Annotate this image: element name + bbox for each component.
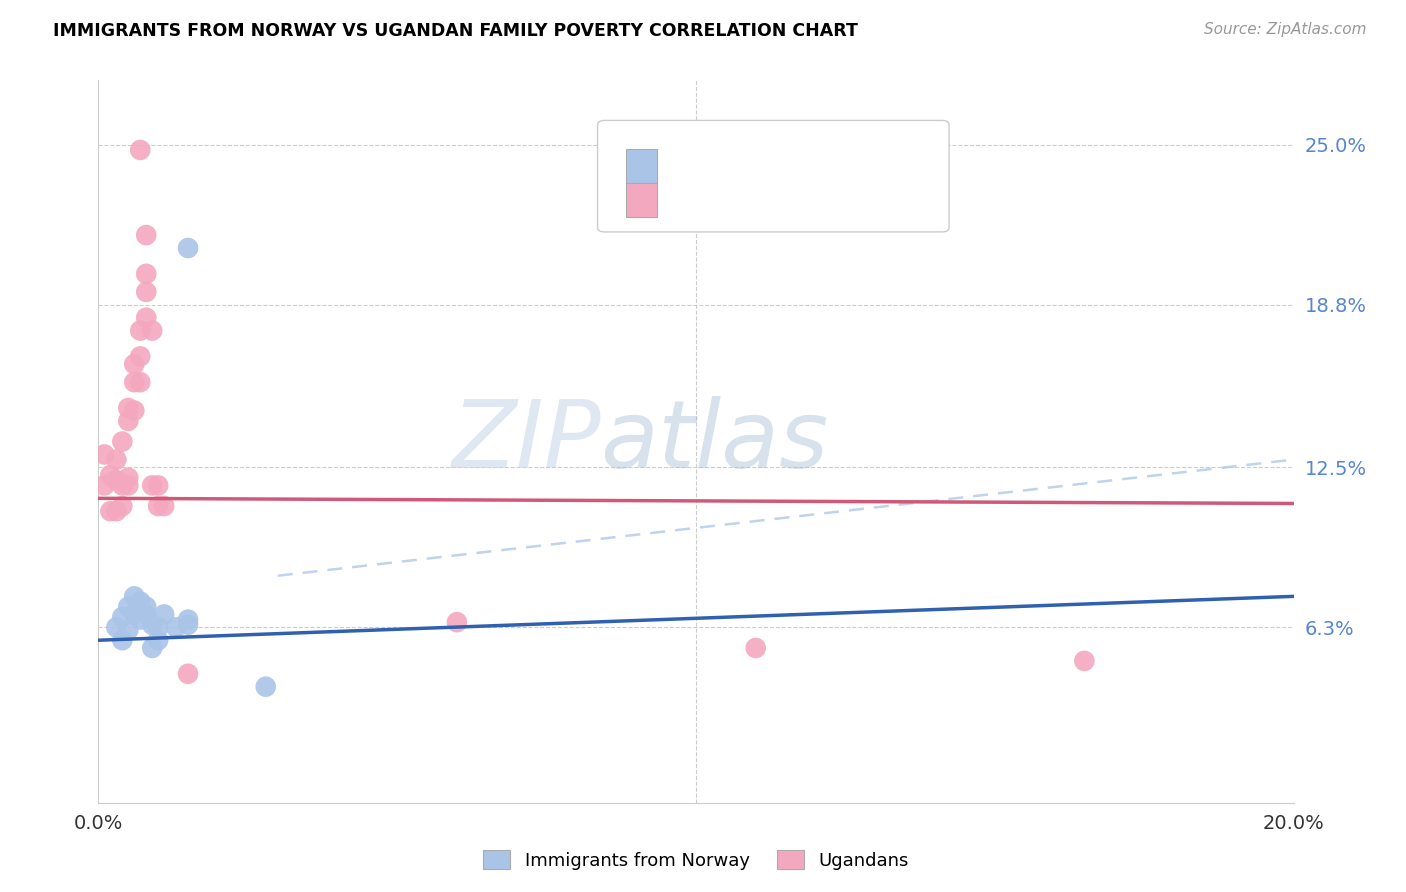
Point [177, 241, 200, 255]
Text: Source: ZipAtlas.com: Source: ZipAtlas.com [1204, 22, 1367, 37]
Text: 34: 34 [839, 191, 865, 209]
Point [135, 228, 157, 243]
Legend: Immigrants from Norway, Ugandans: Immigrants from Norway, Ugandans [477, 843, 915, 877]
Text: 0.129: 0.129 [718, 157, 782, 175]
Point [129, 613, 152, 627]
Point [111, 633, 134, 648]
Text: atlas: atlas [600, 396, 828, 487]
Point [93, 447, 115, 461]
Point [111, 478, 134, 492]
Point [135, 310, 157, 325]
Point [111, 610, 134, 624]
Point [124, 375, 146, 389]
Point [124, 590, 146, 604]
Point [141, 478, 163, 492]
Point [148, 499, 170, 513]
Point [148, 620, 170, 634]
Point [117, 478, 139, 492]
Point [135, 285, 157, 299]
Point [135, 599, 157, 614]
Point [141, 324, 163, 338]
Point [105, 504, 128, 518]
Point [117, 623, 139, 637]
Point [153, 499, 176, 513]
Point [141, 640, 163, 655]
Point [105, 452, 128, 467]
Point [93, 478, 115, 492]
Point [124, 607, 146, 622]
Point [111, 499, 134, 513]
Point [111, 434, 134, 449]
Point [105, 620, 128, 634]
Point [153, 607, 176, 622]
Text: ZIP: ZIP [451, 396, 600, 487]
Text: -0.010: -0.010 [718, 191, 783, 209]
Point [446, 615, 468, 630]
Point [117, 471, 139, 485]
Point [148, 633, 170, 648]
Point [105, 473, 128, 487]
Point [165, 620, 187, 634]
Point [129, 375, 152, 389]
Point [141, 617, 163, 632]
Text: 20: 20 [831, 157, 856, 175]
Text: R =: R = [673, 157, 713, 175]
Point [98, 468, 122, 483]
Point [148, 478, 170, 492]
Point [745, 640, 768, 655]
Point [117, 599, 139, 614]
Point [129, 143, 152, 157]
Text: N =: N = [778, 157, 830, 175]
Point [129, 350, 152, 364]
Point [129, 324, 152, 338]
Point [177, 617, 200, 632]
Point [129, 594, 152, 608]
Text: N =: N = [786, 191, 838, 209]
Point [177, 666, 200, 681]
Point [254, 680, 277, 694]
Point [117, 414, 139, 428]
Point [124, 357, 146, 371]
Point [1073, 654, 1095, 668]
Point [135, 267, 157, 281]
Point [135, 607, 157, 622]
Text: R =: R = [673, 191, 713, 209]
Point [117, 401, 139, 415]
Point [177, 613, 200, 627]
Point [98, 504, 122, 518]
Text: IMMIGRANTS FROM NORWAY VS UGANDAN FAMILY POVERTY CORRELATION CHART: IMMIGRANTS FROM NORWAY VS UGANDAN FAMILY… [53, 22, 858, 40]
Point [124, 403, 146, 417]
